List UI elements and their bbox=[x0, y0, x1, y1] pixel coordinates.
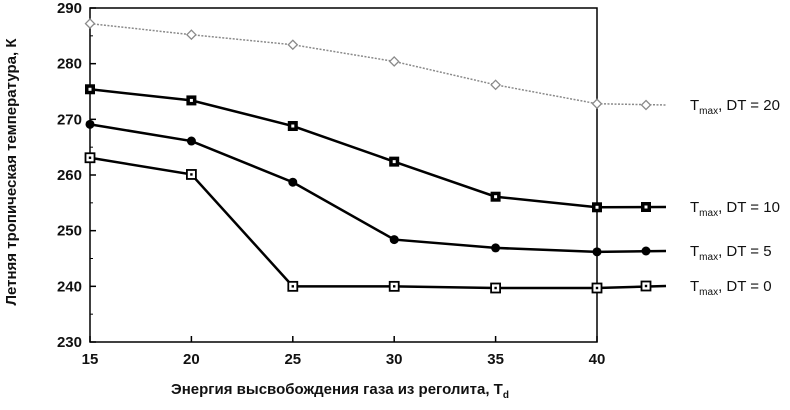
series-0-point-2 bbox=[287, 39, 299, 51]
legend-label-sub-2: max bbox=[699, 252, 718, 263]
legend-marker-2 bbox=[641, 246, 651, 256]
legend-label-rest-3: , DT = 0 bbox=[718, 278, 772, 295]
legend-marker-1-center bbox=[644, 205, 648, 209]
legend-label-main-1: T bbox=[690, 199, 699, 216]
x-tick-label-1: 20 bbox=[183, 351, 200, 368]
legend-marker-0 bbox=[640, 99, 652, 111]
series-line-2 bbox=[89, 123, 598, 254]
x-tick-label-3: 30 bbox=[386, 351, 403, 368]
series-3-point-2-center bbox=[291, 285, 294, 288]
legend-marker-3-center bbox=[644, 284, 648, 288]
y-tick-label-1: 240 bbox=[57, 278, 82, 295]
series-1-point-1-center bbox=[189, 98, 193, 102]
series-3-point-0-center bbox=[88, 156, 92, 159]
y-tick-label-6: 290 bbox=[57, 0, 82, 17]
legend-label-sub-3: max bbox=[699, 287, 718, 298]
y-axis-title-group: Летняя тропическая температура, К bbox=[3, 38, 20, 306]
x-axis-title: Энергия высвобождения газа из реголита, … bbox=[171, 381, 509, 401]
x-tick-label-4: 35 bbox=[487, 351, 504, 368]
series-line-3 bbox=[89, 156, 597, 290]
series-3-point-1-center bbox=[190, 173, 193, 176]
series-2-point-3 bbox=[389, 235, 399, 245]
series-0-point-5 bbox=[591, 98, 603, 110]
series-0-point-1 bbox=[185, 29, 197, 41]
series-line-0 bbox=[89, 22, 598, 105]
y-tick-label-5: 280 bbox=[57, 56, 82, 73]
plot-frame bbox=[89, 7, 598, 343]
legend-label-main-0: T bbox=[690, 97, 699, 114]
series-1-point-4-center bbox=[494, 195, 498, 199]
series-1-point-2-center bbox=[291, 124, 295, 128]
legend-leader-0 bbox=[596, 102, 667, 106]
legend-label-main-3: T bbox=[690, 278, 699, 295]
x-tick-label-5: 40 bbox=[589, 351, 606, 368]
series-3-point-4-center bbox=[494, 286, 497, 290]
legend-leader-2 bbox=[596, 249, 667, 254]
legend-label-2: Tmax, DT = 5 bbox=[690, 243, 772, 263]
legend-label-main-2: T bbox=[690, 243, 699, 260]
series-1-point-3-center bbox=[392, 160, 396, 164]
series-line-1 bbox=[89, 88, 598, 209]
series-3-point-3-center bbox=[393, 285, 396, 288]
legend-label-0: Tmax, DT = 20 bbox=[690, 97, 780, 117]
legend-leader-3 bbox=[596, 284, 667, 290]
legend-label-rest-0: , DT = 20 bbox=[718, 97, 780, 114]
legend-label-sub-0: max bbox=[699, 106, 718, 117]
series-1-point-5-center bbox=[595, 205, 599, 209]
y-tick-label-2: 250 bbox=[57, 223, 82, 240]
series-2-point-5 bbox=[592, 247, 602, 257]
series-0-point-3 bbox=[388, 56, 400, 67]
series-0-point-4 bbox=[490, 79, 502, 91]
series-2-point-1 bbox=[186, 136, 196, 146]
series-1-point-0-center bbox=[88, 87, 92, 91]
series-2-point-4 bbox=[491, 243, 501, 253]
y-tick-label-4: 270 bbox=[57, 111, 82, 128]
x-axis-title-subscript: d bbox=[503, 390, 509, 401]
x-tick-label-0: 15 bbox=[82, 351, 99, 368]
x-axis-title-main: Энергия высвобождения газа из реголита, … bbox=[171, 381, 503, 398]
x-tick-label-2: 25 bbox=[284, 351, 301, 368]
series-2-point-2 bbox=[288, 177, 298, 187]
legend-label-3: Tmax, DT = 0 bbox=[690, 278, 772, 298]
legend-label-sub-1: max bbox=[699, 208, 718, 219]
legend-label-rest-2: , DT = 5 bbox=[718, 243, 772, 260]
series-0-point-0 bbox=[84, 18, 96, 30]
series-2-point-0 bbox=[85, 119, 95, 129]
series-3-point-5-center bbox=[595, 286, 599, 290]
legend-label-rest-1: , DT = 10 bbox=[718, 199, 780, 216]
y-tick-label-3: 260 bbox=[57, 167, 82, 184]
y-axis-title: Летняя тропическая температура, К bbox=[3, 38, 20, 306]
legend-label-1: Tmax, DT = 10 bbox=[690, 199, 780, 219]
y-tick-label-0: 230 bbox=[57, 334, 82, 351]
